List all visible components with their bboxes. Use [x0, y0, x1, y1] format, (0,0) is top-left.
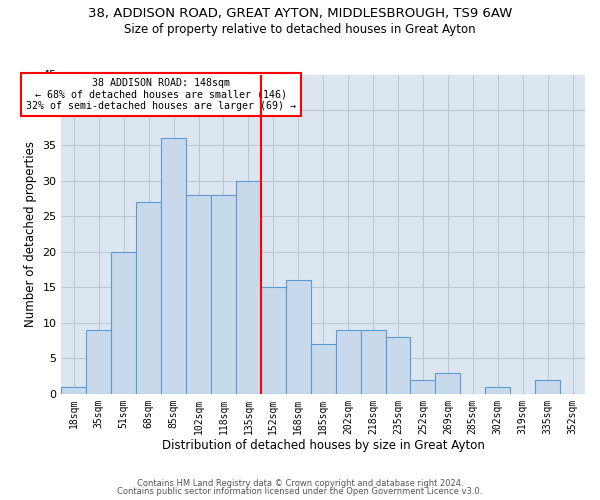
Bar	[161, 138, 186, 394]
Bar	[535, 380, 560, 394]
X-axis label: Distribution of detached houses by size in Great Ayton: Distribution of detached houses by size …	[162, 440, 485, 452]
Text: Contains public sector information licensed under the Open Government Licence v3: Contains public sector information licen…	[118, 487, 482, 496]
Bar	[311, 344, 335, 394]
Bar	[61, 386, 86, 394]
Bar	[186, 195, 211, 394]
Bar	[86, 330, 111, 394]
Bar	[485, 386, 510, 394]
Bar	[436, 372, 460, 394]
Bar	[286, 280, 311, 394]
Text: Contains HM Land Registry data © Crown copyright and database right 2024.: Contains HM Land Registry data © Crown c…	[137, 478, 463, 488]
Bar	[236, 181, 261, 394]
Bar	[261, 288, 286, 394]
Bar	[361, 330, 386, 394]
Bar	[136, 202, 161, 394]
Bar	[410, 380, 436, 394]
Bar	[211, 195, 236, 394]
Text: 38, ADDISON ROAD, GREAT AYTON, MIDDLESBROUGH, TS9 6AW: 38, ADDISON ROAD, GREAT AYTON, MIDDLESBR…	[88, 8, 512, 20]
Bar	[335, 330, 361, 394]
Text: 38 ADDISON ROAD: 148sqm
← 68% of detached houses are smaller (146)
32% of semi-d: 38 ADDISON ROAD: 148sqm ← 68% of detache…	[26, 78, 296, 111]
Bar	[386, 337, 410, 394]
Text: Size of property relative to detached houses in Great Ayton: Size of property relative to detached ho…	[124, 22, 476, 36]
Bar	[111, 252, 136, 394]
Y-axis label: Number of detached properties: Number of detached properties	[24, 141, 37, 327]
